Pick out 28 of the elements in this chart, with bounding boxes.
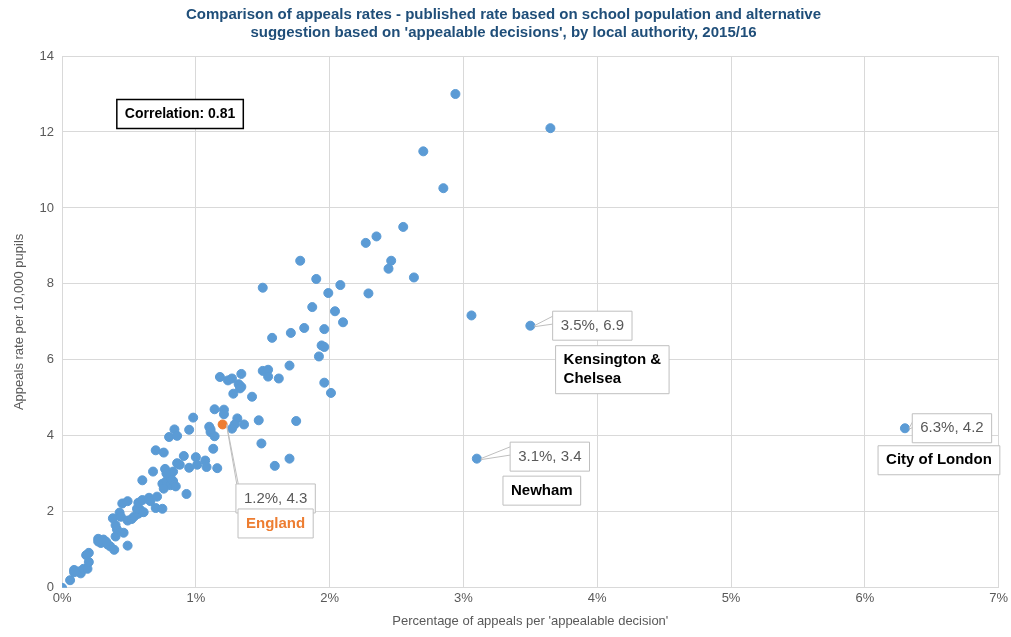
annotation: Kensington & Chelsea [563, 350, 662, 387]
x-tick-label: 7% [989, 590, 1009, 606]
text: England [246, 513, 306, 531]
annotation: 1.2%, 4.3 [243, 488, 308, 506]
y-tick-label: 6 [46, 351, 55, 367]
x-tick-label: 5% [721, 590, 741, 606]
x-axis-title: Percentage of appeals per 'appealable decision' [392, 612, 669, 628]
annotation: Correlation: 0.81 [124, 104, 236, 121]
y-tick-label: 8 [46, 275, 55, 291]
annotation: 6.3%, 4.2 [920, 418, 984, 436]
x-tick-label: 3% [454, 590, 474, 606]
x-tick-label: 2% [320, 590, 340, 606]
y-tick-label: 4 [46, 427, 55, 443]
y-tick-label: 2 [46, 503, 55, 519]
annotation: 3.1%, 3.4 [518, 446, 582, 464]
y-tick-label: 10 [39, 199, 55, 215]
y-tick-label: 12 [39, 123, 55, 139]
y-tick-label: 0 [46, 579, 55, 595]
annotation: 3.5%, 6.9 [560, 315, 625, 333]
x-tick-label: 6% [855, 590, 875, 606]
annotation: City of London [886, 450, 992, 468]
chart-title: Comparison of appeals rates - published rate based on school population and alternative suggestion based on 'appealable decisions', by local authority, 2015/16 [185, 5, 822, 41]
annotation: Newham [510, 480, 573, 498]
y-tick-label: 14 [39, 47, 55, 63]
x-tick-label: 4% [587, 590, 608, 606]
x-tick-label: 0% [52, 590, 72, 606]
y-axis-title: Appeals rate per 10,000 pupils [11, 233, 27, 411]
x-tick-label: 1% [186, 590, 206, 606]
